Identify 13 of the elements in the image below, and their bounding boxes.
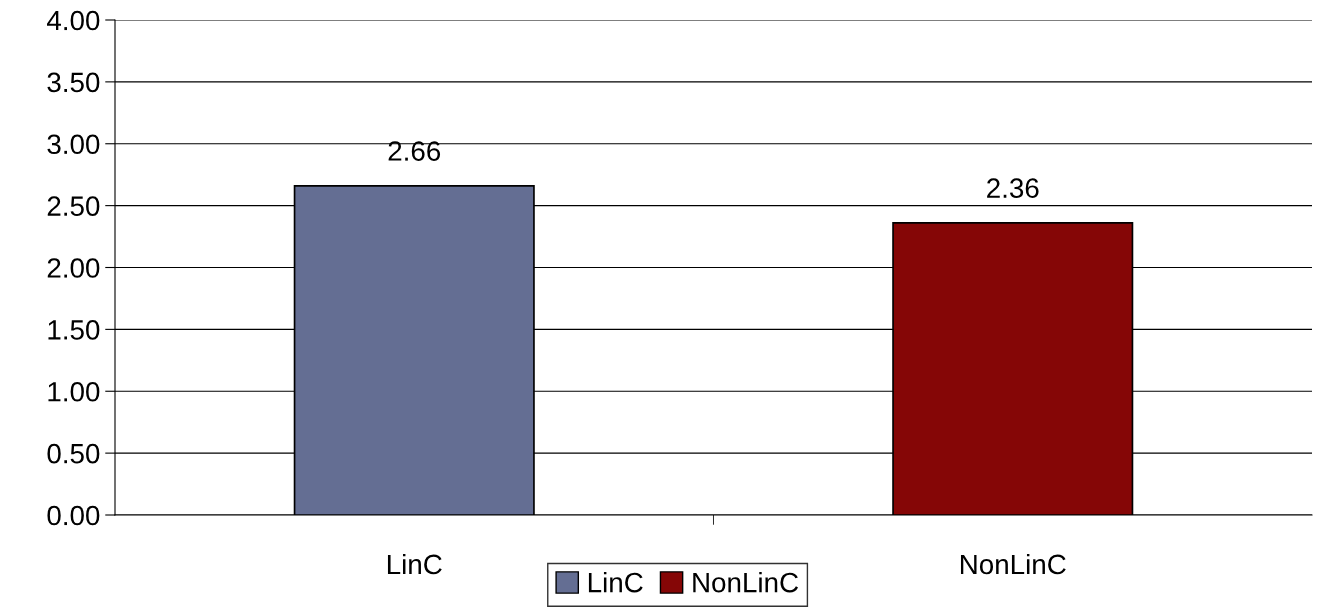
legend-label: NonLinC xyxy=(693,572,799,593)
data-label: 2.66 xyxy=(388,141,441,161)
y-tick-label: 1.00 xyxy=(48,381,100,402)
y-tick-label: 3.50 xyxy=(47,72,100,93)
y-tick-label: 2.50 xyxy=(47,196,100,216)
y-tick-label: 0.00 xyxy=(47,505,100,526)
y-tick-label: 1.50 xyxy=(48,320,100,340)
y-tick-label: 2.00 xyxy=(47,258,100,278)
legend-label: LinC xyxy=(588,572,643,593)
y-tick-label: 0.50 xyxy=(47,443,100,464)
data-label: 2.36 xyxy=(987,178,1039,199)
y-tick-label: 4.00 xyxy=(47,10,100,31)
y-tick-label: 3.00 xyxy=(47,134,100,155)
